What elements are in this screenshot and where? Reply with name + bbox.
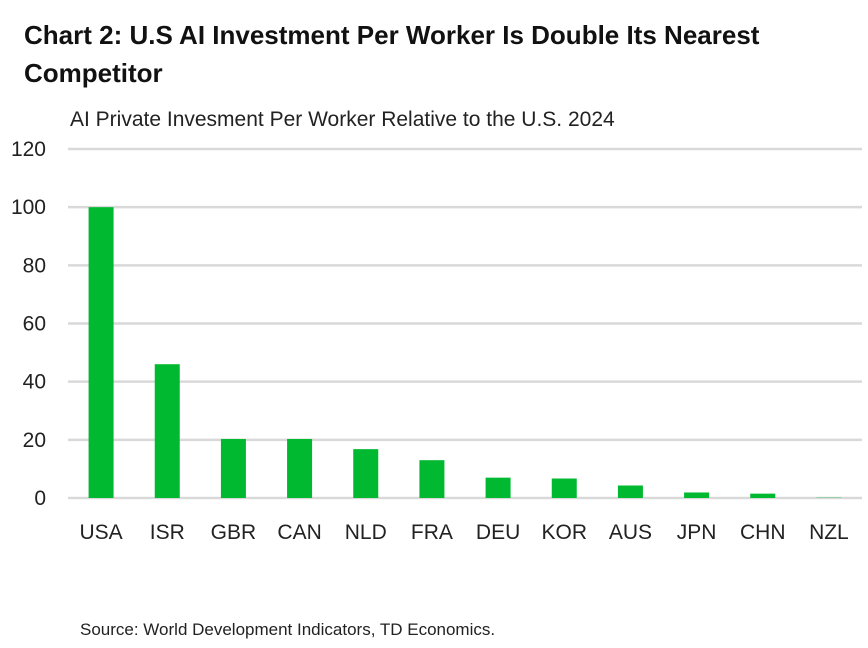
- y-tick-label: 100: [11, 196, 46, 219]
- bar-can: [287, 438, 313, 498]
- bar-gbr: [220, 438, 246, 498]
- bar-usa: [88, 207, 114, 498]
- x-axis-ticks: USA ISR GBR CAN NLD FRA DEU KOR AUS JPN CHN NZL: [79, 521, 848, 544]
- bar-isr: [154, 364, 180, 498]
- chart-subtitle: AI Private Invesment Per Worker Relative…: [70, 108, 615, 131]
- x-tick-label: GBR: [211, 521, 257, 544]
- y-tick-label: 0: [34, 487, 46, 510]
- x-tick-label: USA: [79, 521, 122, 544]
- bar-aus: [617, 485, 643, 498]
- chart-title: Chart 2: U.S AI Investment Per Worker Is…: [24, 20, 760, 88]
- bar-chart: 0 20 40 60 80 100 120 USA ISR GBR CAN NLD FRA DEU KOR…: [11, 138, 862, 544]
- bar-kor: [551, 478, 577, 498]
- x-tick-label: AUS: [609, 521, 652, 544]
- x-tick-label: DEU: [476, 521, 520, 544]
- x-tick-label: CAN: [277, 521, 321, 544]
- y-tick-label: 20: [23, 429, 46, 452]
- gridlines: [68, 147, 862, 500]
- source-note: Source: World Development Indicators, TD…: [80, 620, 496, 639]
- y-tick-label: 80: [23, 254, 46, 277]
- bar-chn: [750, 493, 776, 498]
- bars: [88, 207, 842, 498]
- x-tick-label: CHN: [740, 521, 786, 544]
- bar-jpn: [684, 492, 710, 498]
- x-tick-label: NLD: [345, 521, 387, 544]
- x-tick-label: NZL: [809, 521, 849, 544]
- x-tick-label: KOR: [541, 521, 587, 544]
- bar-nld: [353, 449, 379, 498]
- x-tick-label: FRA: [411, 521, 453, 544]
- y-tick-label: 40: [23, 371, 46, 394]
- y-axis-ticks: 0 20 40 60 80 100 120: [11, 138, 46, 510]
- bar-deu: [485, 477, 511, 498]
- y-tick-label: 60: [23, 313, 46, 336]
- x-tick-label: JPN: [677, 521, 717, 544]
- bar-fra: [419, 460, 445, 498]
- y-tick-label: 120: [11, 138, 46, 161]
- x-tick-label: ISR: [150, 521, 185, 544]
